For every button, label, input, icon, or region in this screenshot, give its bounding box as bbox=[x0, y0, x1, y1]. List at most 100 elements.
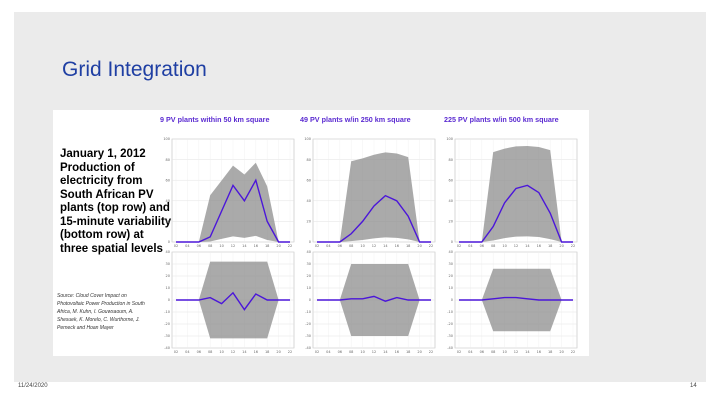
x-tick-label: 18 bbox=[406, 350, 410, 354]
x-tick-label: 18 bbox=[265, 350, 269, 354]
column-heading-1: 9 PV plants within 50 km square bbox=[160, 115, 270, 124]
y-tick-label: 100 bbox=[304, 137, 311, 141]
y-tick-label: -30 bbox=[447, 334, 453, 338]
y-tick-label: 60 bbox=[307, 178, 311, 182]
x-tick-label: 22 bbox=[429, 350, 433, 354]
x-tick-label: 20 bbox=[417, 244, 421, 248]
x-tick-label: 20 bbox=[276, 244, 280, 248]
x-tick-label: 10 bbox=[360, 244, 364, 248]
x-tick-label: 08 bbox=[491, 350, 495, 354]
x-tick-label: 12 bbox=[231, 350, 235, 354]
x-tick-label: 02 bbox=[457, 244, 461, 248]
x-tick-label: 06 bbox=[338, 244, 342, 248]
column-heading-3: 225 PV plants w/in 500 km square bbox=[444, 115, 559, 124]
x-tick-label: 10 bbox=[360, 350, 364, 354]
spread-band bbox=[176, 261, 290, 339]
figure-source: Source: Cloud Cover Impact on Photovolta… bbox=[57, 293, 145, 331]
slide-title: Grid Integration bbox=[62, 58, 207, 81]
x-tick-label: 22 bbox=[571, 350, 575, 354]
series-line bbox=[317, 295, 431, 302]
y-tick-label: -20 bbox=[164, 322, 170, 326]
y-tick-label: -40 bbox=[305, 346, 311, 350]
y-tick-label: 0 bbox=[309, 240, 311, 244]
y-tick-label: 60 bbox=[449, 178, 453, 182]
series-line bbox=[176, 178, 290, 243]
series-line bbox=[176, 291, 290, 311]
x-tick-label: 04 bbox=[468, 350, 473, 354]
x-tick-label: 04 bbox=[185, 244, 190, 248]
y-tick-label: -20 bbox=[447, 322, 453, 326]
x-tick-label: 14 bbox=[242, 244, 247, 248]
y-tick-label: 40 bbox=[449, 250, 453, 254]
x-tick-label: 04 bbox=[326, 244, 331, 248]
x-tick-label: 14 bbox=[383, 244, 388, 248]
x-tick-label: 22 bbox=[429, 244, 433, 248]
x-tick-label: 08 bbox=[208, 244, 212, 248]
x-tick-label: 12 bbox=[372, 350, 376, 354]
x-tick-label: 22 bbox=[571, 244, 575, 248]
y-tick-label: 0 bbox=[168, 240, 170, 244]
x-tick-label: 06 bbox=[480, 350, 484, 354]
x-tick-label: 02 bbox=[174, 350, 178, 354]
x-tick-label: 02 bbox=[457, 350, 461, 354]
y-tick-label: -20 bbox=[305, 322, 311, 326]
y-tick-label: 80 bbox=[166, 158, 170, 162]
y-tick-label: 20 bbox=[166, 274, 170, 278]
x-tick-label: 12 bbox=[514, 244, 518, 248]
x-tick-label: 02 bbox=[315, 350, 319, 354]
x-tick-label: 12 bbox=[231, 244, 235, 248]
x-tick-label: 20 bbox=[559, 350, 563, 354]
y-tick-label: 0 bbox=[451, 240, 453, 244]
y-tick-label: -10 bbox=[164, 310, 170, 314]
footer-date: 11/24/2020 bbox=[18, 383, 48, 389]
column-heading-2: 49 PV plants w/in 250 km square bbox=[300, 115, 411, 124]
y-tick-label: 20 bbox=[449, 274, 453, 278]
x-tick-label: 18 bbox=[265, 244, 269, 248]
spread-band bbox=[459, 145, 573, 242]
x-tick-label: 04 bbox=[185, 350, 190, 354]
x-tick-label: 02 bbox=[315, 244, 319, 248]
y-tick-label: -40 bbox=[447, 346, 453, 350]
y-tick-label: 40 bbox=[307, 250, 311, 254]
x-tick-label: 22 bbox=[288, 350, 292, 354]
x-tick-label: 08 bbox=[208, 350, 212, 354]
x-tick-label: 04 bbox=[468, 244, 473, 248]
x-tick-label: 16 bbox=[395, 350, 399, 354]
spread-band bbox=[459, 268, 573, 332]
y-tick-label: -30 bbox=[164, 334, 170, 338]
x-tick-label: 06 bbox=[338, 350, 342, 354]
y-tick-label: 80 bbox=[307, 158, 311, 162]
y-tick-label: 40 bbox=[166, 250, 170, 254]
spread-band bbox=[176, 162, 290, 242]
x-tick-label: 16 bbox=[395, 244, 399, 248]
x-tick-label: 20 bbox=[417, 350, 421, 354]
y-tick-label: 20 bbox=[307, 274, 311, 278]
y-tick-label: 30 bbox=[166, 262, 170, 266]
x-tick-label: 22 bbox=[288, 244, 292, 248]
x-tick-label: 06 bbox=[197, 350, 201, 354]
y-tick-label: -30 bbox=[305, 334, 311, 338]
y-tick-label: 80 bbox=[449, 158, 453, 162]
x-tick-label: 16 bbox=[537, 350, 541, 354]
x-tick-label: 10 bbox=[502, 350, 506, 354]
spread-band bbox=[317, 152, 431, 242]
y-tick-label: 0 bbox=[168, 298, 170, 302]
spread-band bbox=[317, 264, 431, 336]
x-tick-label: 18 bbox=[548, 350, 552, 354]
y-tick-label: 100 bbox=[163, 137, 170, 141]
y-tick-label: 40 bbox=[307, 199, 311, 203]
x-tick-label: 08 bbox=[349, 350, 353, 354]
y-tick-label: 0 bbox=[309, 298, 311, 302]
x-tick-label: 20 bbox=[276, 350, 280, 354]
y-tick-label: -10 bbox=[305, 310, 311, 314]
y-tick-label: -40 bbox=[164, 346, 170, 350]
x-tick-label: 04 bbox=[326, 350, 331, 354]
series-line bbox=[317, 194, 431, 243]
x-tick-label: 18 bbox=[548, 244, 552, 248]
y-tick-label: 30 bbox=[449, 262, 453, 266]
y-tick-label: 10 bbox=[307, 286, 311, 290]
y-tick-label: 100 bbox=[446, 137, 453, 141]
x-tick-label: 06 bbox=[480, 244, 484, 248]
y-tick-label: 40 bbox=[449, 199, 453, 203]
